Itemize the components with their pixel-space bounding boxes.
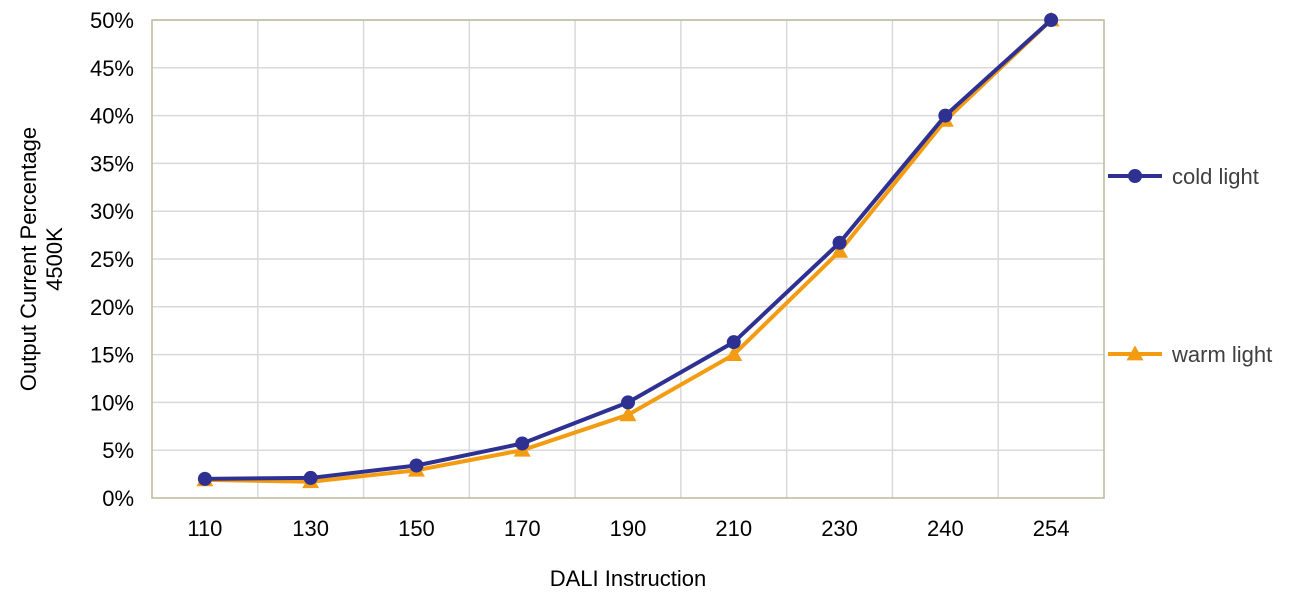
data-point bbox=[1044, 13, 1059, 27]
y-axis-title: Output Current Percentage 4500K bbox=[16, 127, 67, 391]
legend-marker bbox=[1126, 345, 1144, 361]
y-tick-label: 10% bbox=[90, 390, 134, 415]
y-axis-title-line-2: 4500K bbox=[42, 227, 67, 291]
x-tick-label: 150 bbox=[398, 516, 435, 541]
legend-label: warm light bbox=[1171, 342, 1272, 367]
y-tick-label: 15% bbox=[90, 343, 134, 368]
x-tick-label: 254 bbox=[1033, 516, 1070, 541]
data-point bbox=[197, 471, 212, 486]
y-tick-label: 5% bbox=[102, 438, 134, 463]
y-tick-label: 25% bbox=[90, 247, 134, 272]
x-tick-label: 240 bbox=[927, 516, 964, 541]
data-point bbox=[621, 395, 635, 410]
x-tick-label: 210 bbox=[715, 516, 752, 541]
y-tick-label: 45% bbox=[90, 56, 134, 81]
x-tick-label: 190 bbox=[610, 516, 647, 541]
data-point bbox=[515, 436, 530, 451]
y-tick-label: 30% bbox=[90, 199, 134, 224]
x-axis-tick-labels: 110 130 150 170 190 210 230 240 254 bbox=[187, 516, 1069, 541]
y-tick-label: 0% bbox=[102, 486, 134, 511]
gridlines bbox=[152, 19, 1104, 498]
series-cold-light bbox=[197, 13, 1059, 486]
data-point bbox=[725, 346, 743, 361]
data-series bbox=[196, 11, 1060, 489]
legend-item: cold light bbox=[1108, 164, 1259, 189]
y-tick-label: 50% bbox=[90, 8, 134, 33]
x-tick-label: 170 bbox=[504, 516, 541, 541]
legend-item: warm light bbox=[1108, 342, 1272, 367]
y-axis-title-line-1: Output Current Percentage bbox=[16, 127, 41, 391]
x-tick-label: 130 bbox=[292, 516, 329, 541]
data-point bbox=[303, 470, 318, 485]
data-point bbox=[832, 235, 847, 250]
x-tick-label: 230 bbox=[821, 516, 858, 541]
data-point bbox=[831, 242, 849, 258]
legend: cold light warm light bbox=[1108, 164, 1272, 367]
legend-marker bbox=[1128, 169, 1142, 183]
plot-area-border bbox=[151, 19, 1105, 499]
legend-label: cold light bbox=[1172, 164, 1259, 189]
data-point bbox=[409, 458, 424, 473]
y-tick-label: 40% bbox=[90, 104, 134, 129]
y-tick-label: 20% bbox=[90, 295, 134, 320]
data-point bbox=[938, 108, 953, 123]
x-tick-label: 110 bbox=[187, 516, 222, 541]
y-axis-tick-labels: 0% 5% 10% 15% 20% 25% 30% 35% 40% 45% 50% bbox=[90, 8, 134, 511]
x-axis-title: DALI Instruction bbox=[550, 566, 707, 591]
y-tick-label: 35% bbox=[90, 151, 134, 176]
series-warm-light bbox=[196, 11, 1060, 489]
data-point bbox=[726, 335, 741, 350]
data-point bbox=[619, 406, 637, 422]
